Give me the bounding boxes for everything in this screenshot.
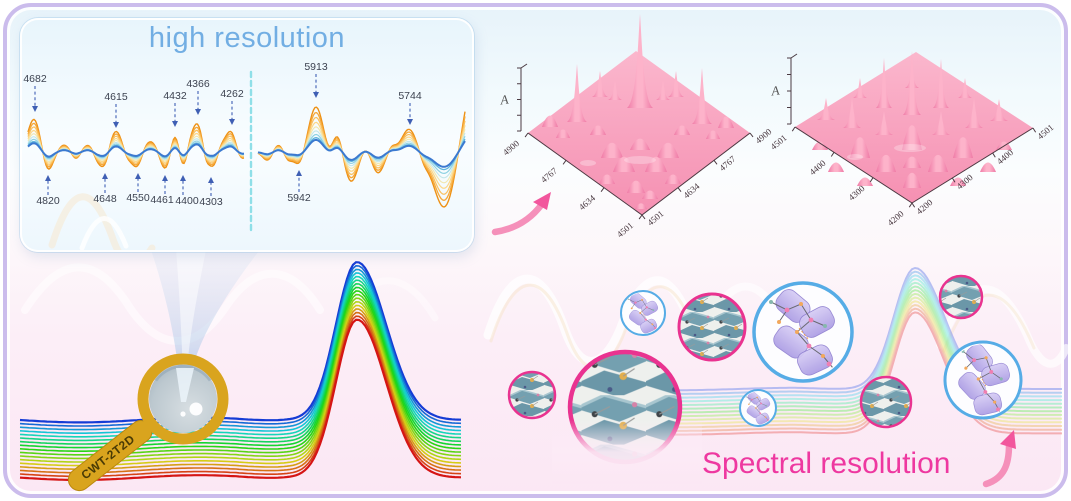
light-beam (150, 247, 262, 376)
surface-plot (527, 14, 751, 216)
svg-text:4501: 4501 (615, 220, 635, 239)
svg-text:4366: 4366 (186, 78, 210, 90)
svg-text:4501: 4501 (1035, 122, 1055, 141)
molecule-circle (620, 281, 1023, 427)
svg-text:4432: 4432 (163, 90, 187, 102)
rainbow-spectrum (19, 261, 462, 482)
magnifier-rim (137, 353, 229, 445)
svg-text:4634: 4634 (577, 193, 598, 213)
surface-zlabel: A (498, 92, 509, 108)
svg-text:4615: 4615 (104, 91, 128, 103)
panel-watermark (48, 193, 156, 250)
svg-text:5744: 5744 (398, 90, 422, 102)
high-resolution-panel: 4682 4615 4432 4366 4262 5913 5744 4820 4648 4550… (20, 18, 474, 252)
svg-text:4900: 4900 (501, 138, 522, 158)
svg-text:4262: 4262 (220, 88, 244, 100)
svg-text:4303: 4303 (199, 196, 223, 208)
svg-text:4501: 4501 (645, 208, 665, 227)
svg-text:4461: 4461 (150, 194, 174, 206)
fog-overlay (552, 420, 702, 484)
panel-title: high resolution (148, 22, 346, 54)
svg-text:4400: 4400 (807, 158, 828, 178)
svg-text:4400: 4400 (175, 195, 199, 207)
arrow-to-surface-plots (491, 192, 551, 236)
svg-text:4648: 4648 (93, 193, 117, 205)
svg-text:5942: 5942 (287, 192, 311, 204)
svg-text:4200: 4200 (885, 208, 906, 228)
caption-arrow (982, 430, 1016, 488)
svg-text:4634: 4634 (681, 181, 702, 201)
crystal-circle (507, 274, 984, 429)
molecule-circles (507, 274, 1023, 465)
beam-in-lens (176, 368, 194, 402)
svg-text:4820: 4820 (36, 195, 60, 207)
svg-text:4767: 4767 (539, 165, 560, 185)
caption-text: Spectral resolution (702, 447, 951, 480)
svg-text:4767: 4767 (717, 153, 738, 173)
svg-text:5913: 5913 (304, 61, 328, 73)
svg-text:4550: 4550 (126, 192, 150, 204)
svg-text:4682: 4682 (23, 73, 47, 85)
lens-glint (189, 402, 203, 416)
surface-plots: 49004767463445014501463447674900A4501440… (498, 14, 1055, 239)
surface-zlabel: A (769, 83, 780, 99)
spectra-curves (27, 106, 466, 208)
surface-plot (794, 51, 1034, 204)
